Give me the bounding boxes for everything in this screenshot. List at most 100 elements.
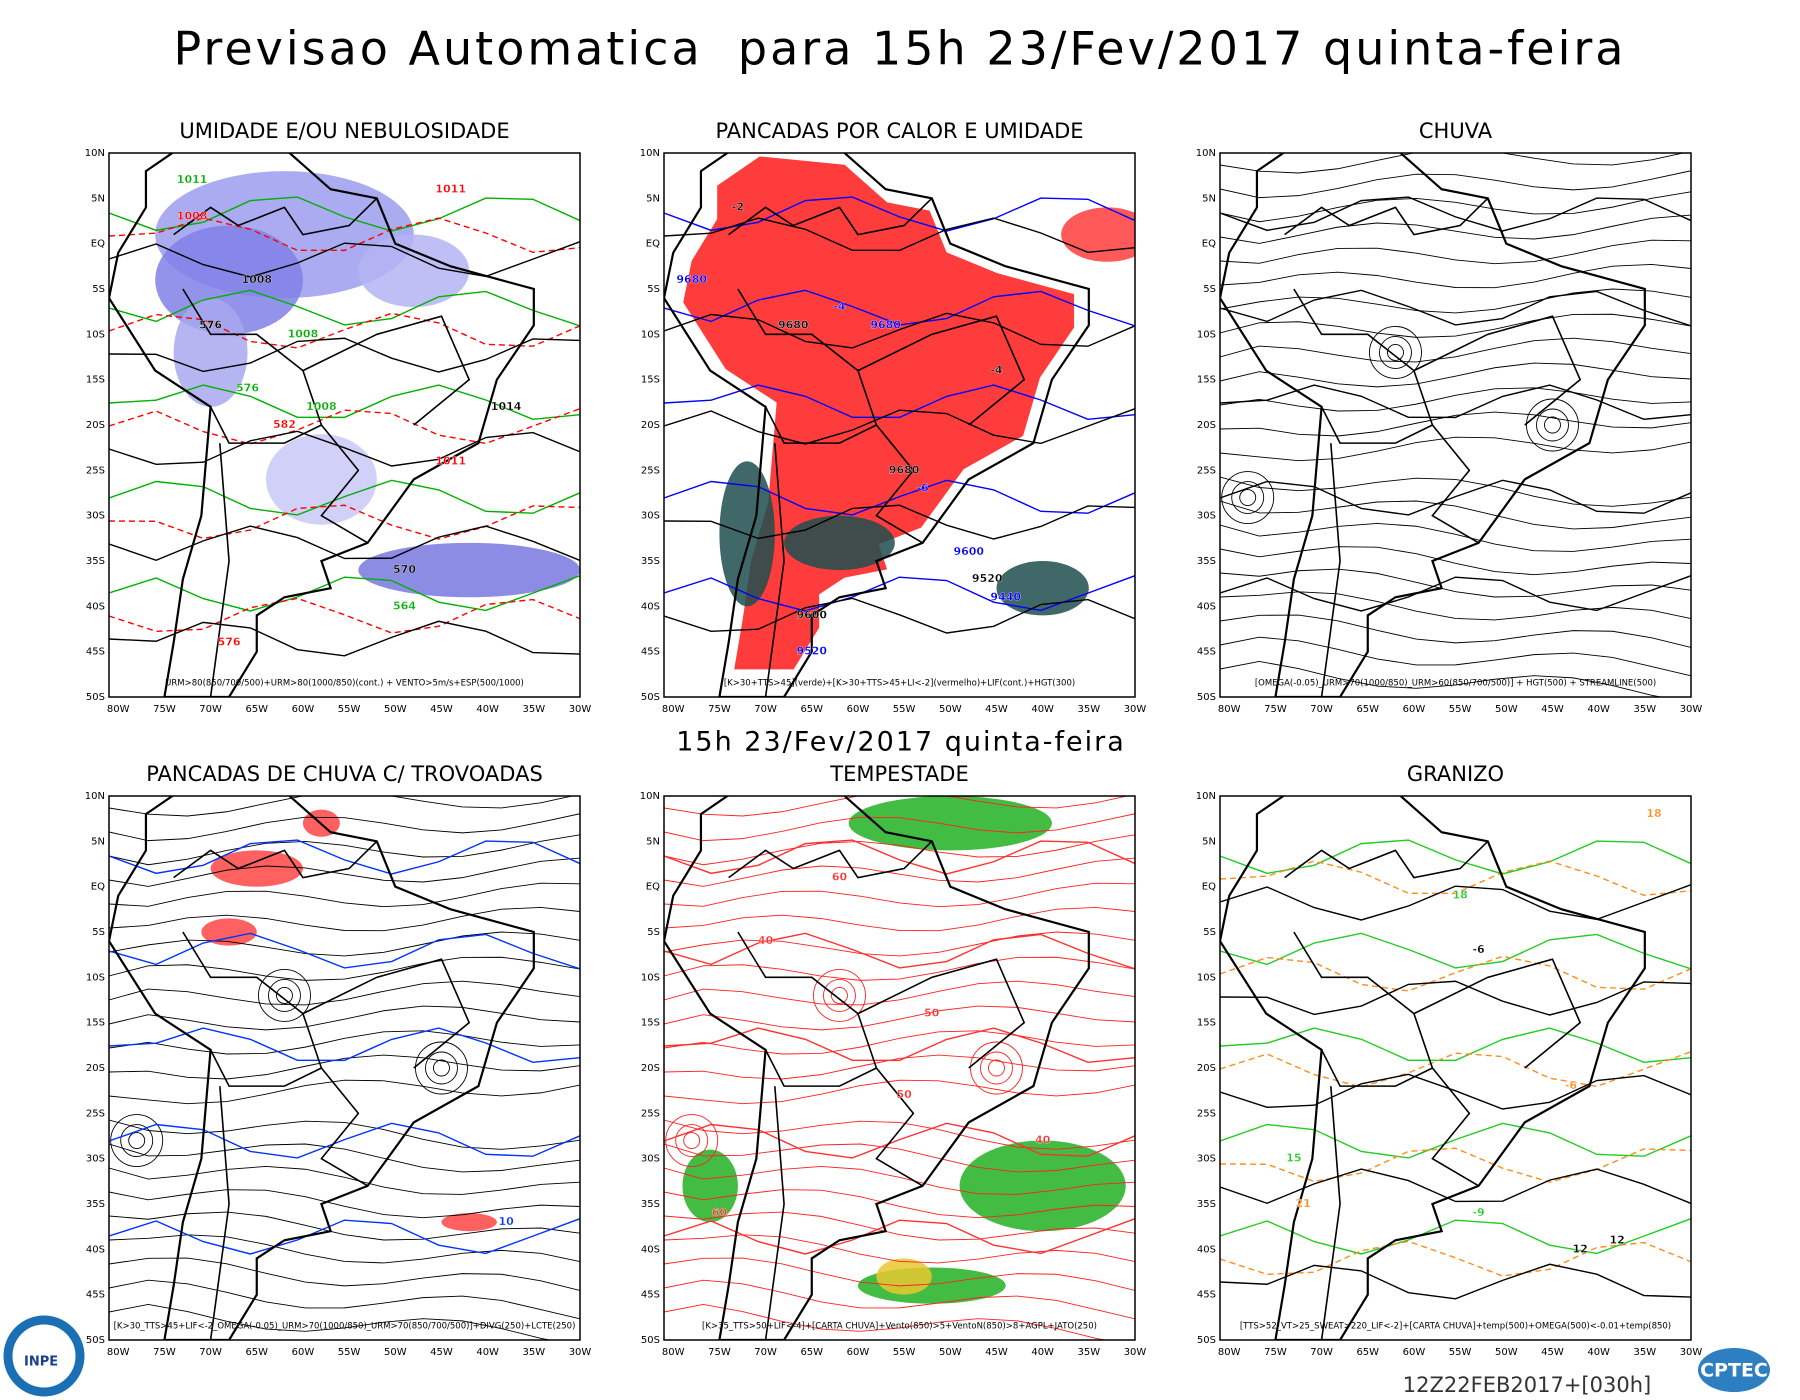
- contour-label: -4: [833, 300, 846, 313]
- cptec-logo: CPTEC: [1698, 1348, 1770, 1392]
- lat-label: 40S: [1197, 601, 1216, 612]
- panel-legend: [K>35_TTS>50+LIF<-4]+[CARTA CHUVA]+Vento…: [702, 1322, 1097, 1332]
- lat-label: EQ: [1202, 239, 1216, 250]
- lat-label: 25S: [86, 1108, 105, 1119]
- contour-label: 50: [924, 1007, 940, 1020]
- contour-line: [1220, 1122, 1691, 1159]
- lat-label: 25S: [641, 1108, 660, 1119]
- map-frame: [108, 152, 581, 698]
- lat-label: 20S: [641, 420, 660, 431]
- vortex-line: [988, 1059, 1005, 1077]
- contour-line: [109, 241, 580, 278]
- streamline: [109, 907, 580, 932]
- border: [1413, 315, 1582, 426]
- contour-line: [664, 384, 1135, 421]
- lon-label: 80W: [1218, 1347, 1241, 1358]
- lat-label: 45S: [1197, 1290, 1216, 1301]
- contour-line: [1220, 860, 1691, 897]
- coastline: [1220, 796, 1646, 1340]
- contour-label: 9680: [889, 463, 920, 476]
- lon-label: 35W: [1634, 704, 1657, 715]
- lon-label: 65W: [800, 704, 823, 715]
- lon-label: 80W: [662, 1347, 685, 1358]
- streamline: [1220, 546, 1691, 576]
- contour-label: 9520: [972, 572, 1003, 585]
- panel-legend: [K>30+TTS>45](verde)+[K>30+TTS>45+LI<-2]…: [724, 679, 1075, 689]
- lon-label: 45W: [985, 1347, 1008, 1358]
- vortex-line: [823, 979, 856, 1012]
- lon-label: 60W: [292, 704, 315, 715]
- contour-line: [109, 504, 580, 540]
- vortex-line: [675, 1124, 709, 1157]
- lon-label: 30W: [569, 704, 592, 715]
- lat-label: 10N: [85, 148, 105, 159]
- contour-label: 1008: [241, 273, 272, 286]
- contour-label: 15: [1286, 1152, 1301, 1165]
- border: [1320, 1049, 1479, 1187]
- lat-label: 45S: [641, 647, 660, 658]
- streamline: [1220, 214, 1691, 244]
- streamline: [664, 1257, 1135, 1291]
- streamline: [664, 907, 1135, 932]
- contour-line: [109, 430, 580, 467]
- panel-legend: URM>80(850/700/500)+URM>80(1000/850)(con…: [165, 679, 524, 689]
- lat-label: 40S: [1197, 1244, 1216, 1255]
- lon-label: 60W: [292, 1347, 315, 1358]
- rain-area: [683, 156, 1075, 670]
- contour-label: 21: [1295, 1197, 1310, 1210]
- contour-label: -6: [1472, 943, 1485, 956]
- contour-label: 40: [1035, 1134, 1051, 1147]
- panel-title: TEMPESTADE: [829, 762, 968, 786]
- border: [182, 931, 323, 1069]
- coastline: [664, 153, 1090, 697]
- lon-label: 40W: [476, 704, 499, 715]
- map-area: 40 50 60 40 50 60: [664, 796, 1135, 1340]
- contour-label: 1008: [177, 209, 208, 222]
- border: [1320, 443, 1341, 697]
- lon-label: 60W: [1403, 1347, 1426, 1358]
- lon-label: 65W: [1356, 1347, 1379, 1358]
- map-panel: PANCADAS DE CHUVA C/ TROVOADAS 10 [K>30_TT…: [85, 762, 592, 1358]
- vortex-line: [268, 979, 301, 1012]
- contour-label: 40: [758, 934, 774, 947]
- lon-label: 75W: [708, 1347, 731, 1358]
- contour-label: 12: [1573, 1242, 1588, 1255]
- lat-label: 5N: [646, 193, 660, 204]
- border: [173, 840, 378, 879]
- contour-label: 582: [273, 418, 296, 431]
- contour-line: [664, 289, 1135, 327]
- lon-label: 70W: [754, 704, 777, 715]
- lon-label: 55W: [1449, 1347, 1472, 1358]
- shaded-area: [358, 234, 470, 308]
- lon-label: 65W: [1356, 704, 1379, 715]
- lon-label: 80W: [107, 704, 130, 715]
- lat-label: 20S: [1197, 1063, 1216, 1074]
- map-panel: TEMPESTADE 40 50 60 40 50 60 [K>35_TTS>50+LIF<-…: [640, 762, 1147, 1358]
- contour-label: 1014: [491, 400, 522, 413]
- lat-label: 30S: [86, 511, 105, 522]
- lon-label: 80W: [1218, 704, 1241, 715]
- lat-label: 35S: [1197, 1199, 1216, 1210]
- lat-label: 10S: [641, 972, 660, 983]
- contour-line: [664, 217, 1135, 254]
- streamline: [109, 980, 580, 1006]
- streamline: [1220, 239, 1691, 265]
- streamline: [664, 834, 1135, 866]
- lon-label: 70W: [199, 1347, 222, 1358]
- contour-line: [1220, 1051, 1691, 1088]
- streamline: [664, 857, 1135, 887]
- border: [1284, 840, 1489, 879]
- contour-line: [109, 597, 580, 634]
- lat-label: 20S: [86, 1063, 105, 1074]
- contour-line: [1220, 884, 1691, 921]
- contour-label: 60: [832, 871, 848, 884]
- streamline: [1220, 614, 1691, 648]
- contour-line: [1220, 1168, 1691, 1205]
- streamline: [109, 956, 580, 981]
- lat-label: EQ: [91, 882, 105, 893]
- lon-label: 45W: [430, 1347, 453, 1358]
- lat-label: 10S: [86, 329, 105, 340]
- streamline: [1220, 476, 1691, 507]
- lat-label: 15S: [86, 375, 105, 386]
- vortex-line: [813, 969, 866, 1022]
